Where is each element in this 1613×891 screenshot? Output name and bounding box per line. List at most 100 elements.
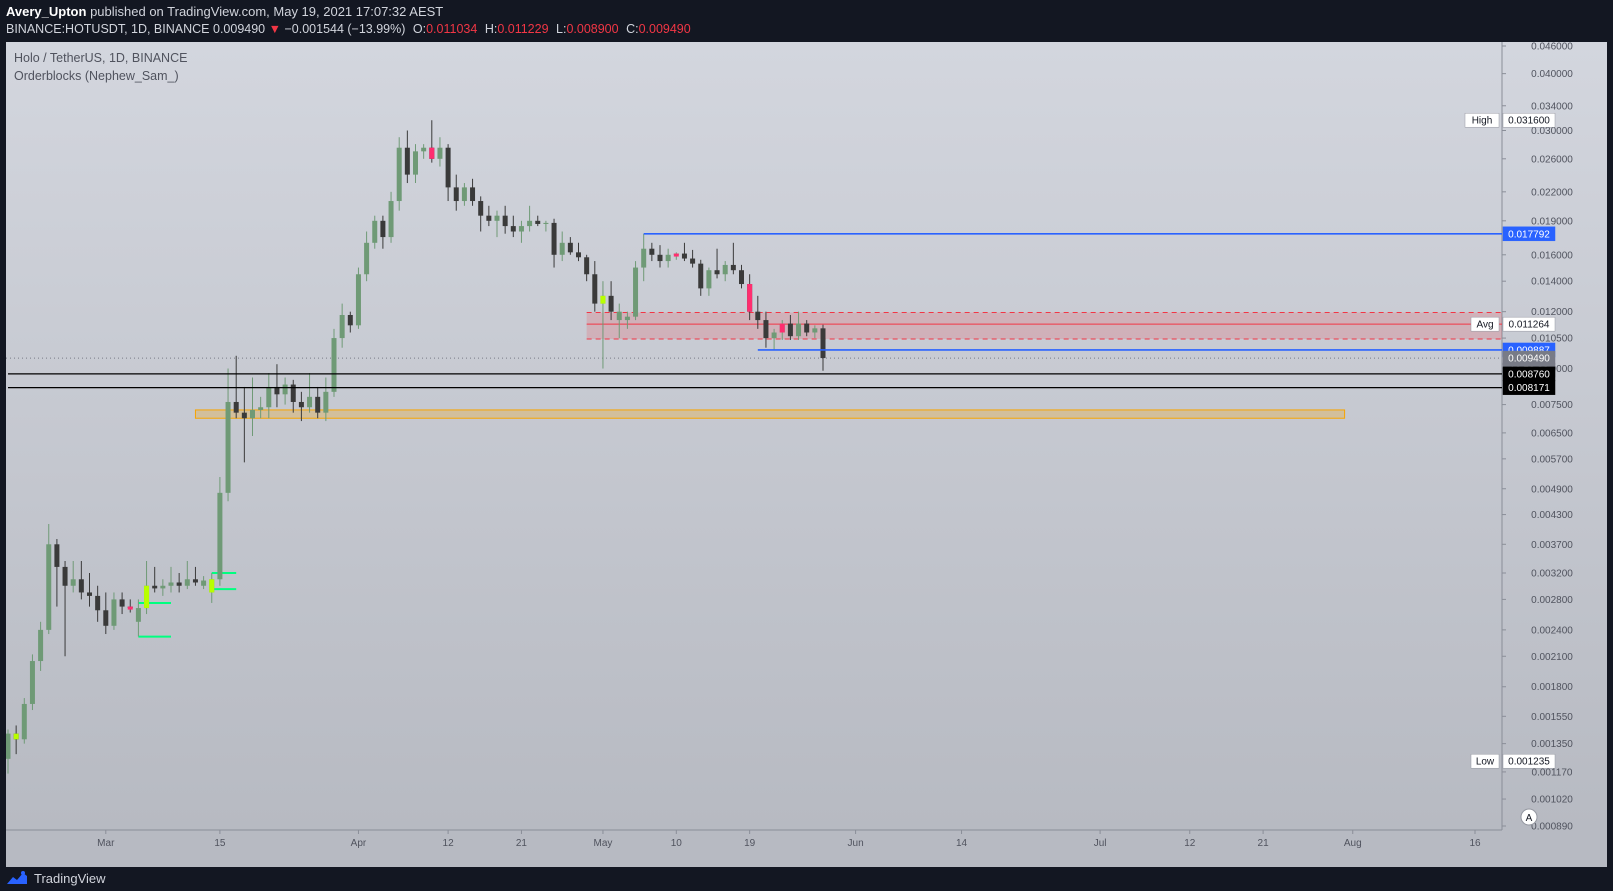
price-label-box	[1502, 316, 1556, 332]
price-label-6: 0.008760	[1502, 366, 1556, 382]
candle	[70, 561, 76, 593]
x-tick-label: Jul	[1094, 838, 1107, 849]
x-tick-label: 21	[1258, 838, 1270, 849]
candle-body	[404, 147, 410, 175]
candle-body	[388, 201, 394, 238]
auto-scale-button[interactable]: A	[1520, 808, 1538, 826]
footer: TradingView	[0, 867, 1613, 891]
candle	[624, 311, 630, 329]
candle-body	[250, 409, 255, 419]
y-tick-label: 0.007500	[1531, 400, 1573, 411]
author-name[interactable]: Avery_Upton	[6, 4, 87, 19]
time-axis[interactable]: Mar 15 Apr 12 21 May 10 19 Jun 14 Jul 12 21 Aug 16	[97, 830, 1481, 849]
candle	[21, 698, 27, 744]
price-label-tag: Low	[1476, 757, 1495, 768]
candle-body	[380, 220, 386, 238]
candle	[111, 592, 117, 630]
close-key: C:	[626, 22, 639, 36]
candle	[241, 386, 247, 463]
candle-body	[478, 201, 484, 216]
candle-body	[445, 147, 451, 188]
candle-body	[290, 384, 296, 402]
candles-layer	[5, 120, 826, 774]
y-tick-label: 0.000890	[1531, 822, 1573, 833]
price-label-1: 0.017792	[1502, 226, 1556, 242]
candle	[95, 585, 101, 622]
candle-body	[184, 579, 190, 586]
candle-body	[95, 595, 101, 611]
candle-body	[78, 579, 84, 593]
candle-body	[771, 332, 777, 339]
price-label-2: 0.011264 Avg	[1470, 316, 1556, 332]
candle	[176, 572, 182, 593]
candle	[486, 205, 492, 227]
candle-body	[168, 582, 174, 586]
y-tick-label: 0.002400	[1531, 625, 1573, 636]
candle	[641, 233, 647, 282]
candle	[698, 259, 704, 296]
candle	[364, 231, 370, 282]
candle-body	[494, 215, 500, 221]
candle	[355, 267, 361, 329]
high-key: H:	[484, 22, 498, 36]
orange-orderblock	[194, 409, 1346, 419]
y-tick-label: 0.040000	[1531, 69, 1573, 80]
price-chart[interactable]: 0.046000 0.040000 0.034000 0.030000 0.026000…	[5, 42, 1607, 867]
candle	[739, 264, 744, 289]
candle	[820, 324, 826, 371]
candle-body	[804, 323, 810, 333]
tradingview-logo[interactable]: TradingView	[6, 870, 106, 886]
open-value: 0.011034	[426, 22, 478, 36]
candle-body	[649, 248, 655, 255]
zones-layer	[6, 311, 1502, 638]
tradingview-brand: TradingView	[34, 870, 106, 886]
candle	[608, 281, 614, 321]
candle	[404, 130, 410, 184]
candle-body	[527, 220, 533, 227]
legend-title: Holo / TetherUS, 1D, BINANCE	[14, 51, 187, 65]
candle	[168, 566, 174, 593]
candle	[388, 191, 394, 243]
candle-body	[54, 544, 60, 567]
candle-body	[698, 263, 704, 289]
candle	[527, 205, 533, 232]
candle	[787, 314, 793, 340]
candle-body	[217, 492, 223, 580]
signal-candle-6	[673, 253, 679, 257]
candle-body	[624, 316, 630, 321]
candle	[494, 210, 500, 238]
candle	[135, 599, 141, 637]
low-key: L:	[556, 22, 567, 36]
last-price: 0.009490	[213, 22, 266, 36]
candle	[103, 592, 109, 635]
candle-body	[70, 579, 76, 586]
price-axis-background	[1502, 42, 1607, 830]
candle	[274, 364, 280, 408]
price-labels: 0.031600High0.0177920.011264Avg0.0098870…	[1464, 112, 1556, 769]
y-tick-label: 0.002800	[1531, 595, 1573, 606]
y-tick-label: 0.004300	[1531, 510, 1573, 521]
candle	[649, 242, 655, 262]
candle	[559, 231, 565, 262]
candle-body	[152, 585, 158, 589]
x-tick-label: 21	[516, 838, 528, 849]
price-label-value: 0.008760	[1508, 369, 1550, 380]
candle-body	[38, 629, 44, 662]
candle	[535, 215, 541, 227]
signal-candle-7	[747, 284, 753, 312]
candle	[192, 566, 198, 586]
symbol-label: BINANCE:HOTUSDT, 1D, BINANCE	[6, 22, 210, 36]
tradingview-logo-icon	[7, 871, 27, 884]
candle-body	[714, 270, 720, 275]
signal-candle-3	[13, 733, 19, 740]
candle	[217, 477, 223, 586]
close-value: 0.009490	[638, 22, 691, 36]
candle-body	[266, 386, 272, 408]
candle	[567, 237, 573, 255]
candle	[38, 621, 44, 671]
price-label-0: 0.031600 High	[1464, 112, 1556, 128]
candle	[706, 267, 712, 296]
chart-area[interactable]: 0.046000 0.040000 0.034000 0.030000 0.026000…	[5, 42, 1607, 867]
y-tick-label: 0.002100	[1531, 652, 1573, 663]
candle-body	[812, 328, 818, 333]
